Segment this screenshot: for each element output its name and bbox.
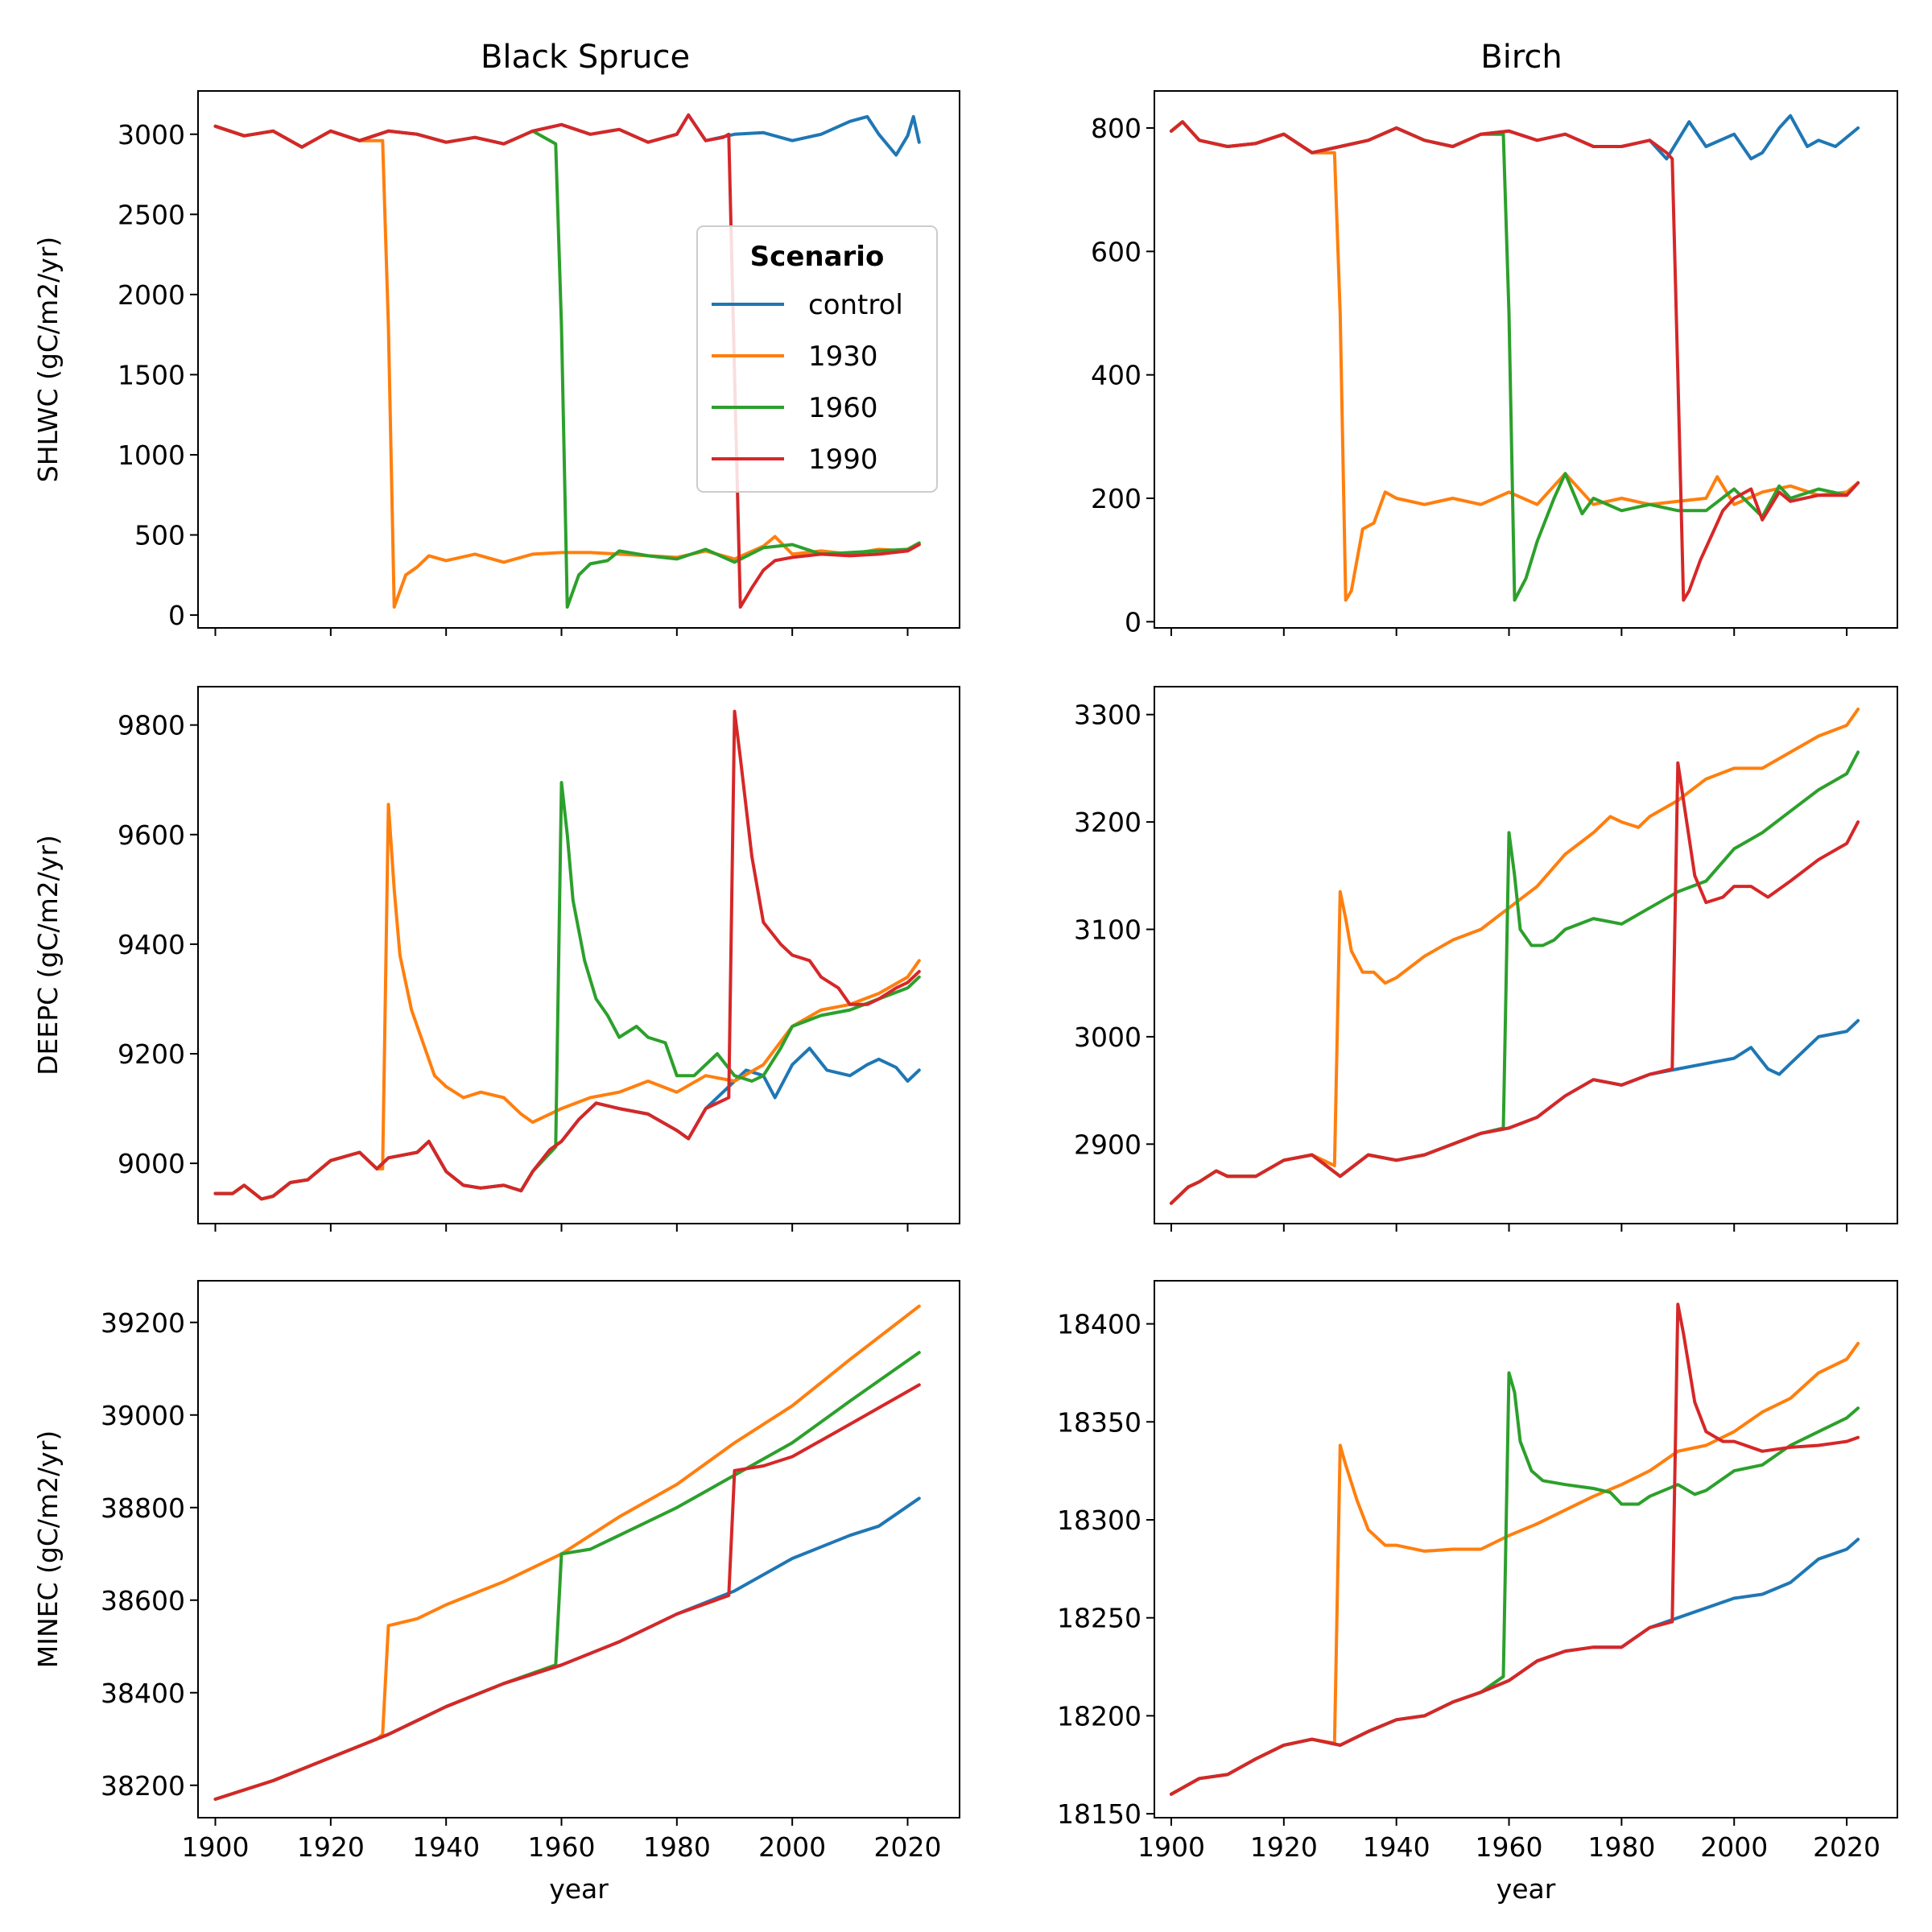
- axes-frame: [197, 1280, 960, 1818]
- y-tick-label: 3300: [1074, 700, 1141, 731]
- y-tick-label: 18200: [1057, 1700, 1141, 1732]
- y-axis-label: SHLWC (gC/m2/yr): [32, 237, 64, 483]
- y-tick-label: 9400: [118, 929, 185, 960]
- legend-item-1930: 1930: [712, 341, 878, 373]
- y-tick-label: 18150: [1057, 1798, 1141, 1830]
- y-tick-label: 18250: [1057, 1603, 1141, 1634]
- axes-frame: [1154, 1280, 1898, 1818]
- x-tick-label: 1920: [1250, 1831, 1318, 1863]
- series-line-control: [213, 1496, 921, 1801]
- y-tick-label: 3000: [1074, 1022, 1141, 1053]
- x-axis-label: year: [1496, 1873, 1556, 1905]
- x-tick-label: 1960: [528, 1831, 596, 1863]
- y-tick-label: 1000: [118, 440, 185, 471]
- axes-frame: [197, 90, 960, 629]
- x-axis-label: year: [549, 1873, 609, 1905]
- series-line-control: [213, 1046, 921, 1201]
- y-axis-label: DEEPC (gC/m2/yr): [32, 835, 64, 1075]
- y-tick-label: 600: [1091, 236, 1141, 267]
- series-line-1960: [1170, 1371, 1860, 1796]
- x-tick-label: 1900: [1137, 1831, 1205, 1863]
- y-tick-label: 38600: [101, 1585, 185, 1616]
- series-line-1930: [1170, 708, 1860, 1205]
- y-tick-label: 200: [1091, 483, 1141, 514]
- y-tick-label: 3200: [1074, 807, 1141, 838]
- y-tick-label: 9600: [118, 819, 185, 851]
- x-tick-label: 1900: [182, 1831, 250, 1863]
- series-line-control: [1170, 1018, 1860, 1205]
- column-title-black-spruce: Black Spruce: [481, 39, 690, 76]
- panel-MINEC-birch: 18150 18200 18250 18300 18350 18400 1900 1920 19…: [1057, 1280, 1898, 1905]
- x-tick-label: 2020: [874, 1831, 942, 1863]
- axes-frame: [197, 686, 960, 1224]
- legend-label-control: control: [808, 289, 903, 321]
- panel-DEEPC-birch: 2900 3000 3100 3200 3300: [1074, 686, 1898, 1232]
- x-tick-label: 2000: [758, 1831, 826, 1863]
- legend: Scenario control 1930 1960 1990: [696, 225, 938, 493]
- series-line-1990: [213, 709, 921, 1201]
- y-tick-label: 38800: [101, 1492, 185, 1524]
- y-tick-label: 400: [1091, 360, 1141, 391]
- series-line-1990: [1170, 1302, 1860, 1796]
- axes-frame: [1154, 686, 1898, 1224]
- axes-frame: [1154, 90, 1898, 629]
- legend-label-1960: 1960: [808, 392, 878, 424]
- legend-title: Scenario: [750, 241, 885, 273]
- y-tick-label: 2900: [1074, 1129, 1141, 1160]
- panel-SHLWC-birch: 0 200 400 600 800: [1091, 90, 1898, 638]
- y-axis-label: MINEC (gC/m2/yr): [32, 1430, 64, 1669]
- x-tick-label: 2020: [1813, 1831, 1880, 1863]
- y-tick-label: 500: [134, 520, 185, 551]
- legend-box: [696, 225, 938, 493]
- series-line-control: [1170, 1538, 1860, 1796]
- legend-item-1960: 1960: [712, 392, 878, 424]
- y-tick-label: 3000: [118, 119, 185, 151]
- y-tick-label: 0: [168, 600, 185, 631]
- series-line-1960: [1170, 120, 1860, 602]
- x-tick-label: 1940: [1363, 1831, 1430, 1863]
- y-tick-label: 800: [1091, 113, 1141, 144]
- series-line-1990: [1170, 120, 1860, 602]
- legend-item-1990: 1990: [712, 444, 878, 476]
- y-tick-label: 9200: [118, 1038, 185, 1070]
- series-line-1990: [213, 113, 921, 609]
- legend-item-control: control: [712, 289, 903, 321]
- y-tick-label: 38400: [101, 1678, 185, 1709]
- series-line-1990: [1170, 761, 1860, 1205]
- column-title-birch: Birch: [1480, 39, 1562, 76]
- y-tick-label: 18350: [1057, 1406, 1141, 1438]
- series-line-1990: [213, 1383, 921, 1801]
- series-line-1960: [213, 1351, 921, 1801]
- series-line-1930: [1170, 1341, 1860, 1796]
- y-tick-label: 9000: [118, 1148, 185, 1179]
- x-tick-label: 1980: [643, 1831, 711, 1863]
- series-line-1930: [213, 803, 921, 1201]
- panel-DEEPC-black-spruce: 9000 9200 9400 9600 9800 DEEPC (gC/m2/yr): [32, 686, 960, 1232]
- y-tick-label: 1500: [118, 359, 185, 390]
- y-tick-label: 3100: [1074, 914, 1141, 945]
- y-tick-label: 18300: [1057, 1505, 1141, 1536]
- legend-label-1990: 1990: [808, 444, 878, 476]
- x-tick-label: 1940: [412, 1831, 480, 1863]
- y-tick-label: 0: [1125, 606, 1141, 638]
- y-tick-label: 18400: [1057, 1309, 1141, 1340]
- x-tick-label: 1960: [1476, 1831, 1543, 1863]
- y-tick-label: 38200: [101, 1770, 185, 1802]
- y-tick-label: 39200: [101, 1307, 185, 1339]
- y-tick-label: 2000: [118, 279, 185, 311]
- y-tick-label: 9800: [118, 710, 185, 741]
- legend-label-1930: 1930: [808, 341, 878, 373]
- x-tick-label: 1920: [297, 1831, 365, 1863]
- panel-SHLWC-black-spruce: 0 500 1000 1500 2000 2500 3000 SHLWC (gC/m2/yr): [32, 90, 960, 636]
- panel-MINEC-black-spruce: 38200 38400 38600 38800 39000 39200 1900 1920 19…: [32, 1280, 960, 1905]
- x-tick-label: 1980: [1587, 1831, 1655, 1863]
- y-tick-label: 39000: [101, 1400, 185, 1431]
- series-line-1960: [1170, 750, 1860, 1205]
- y-tick-label: 2500: [118, 199, 185, 230]
- x-tick-label: 2000: [1700, 1831, 1768, 1863]
